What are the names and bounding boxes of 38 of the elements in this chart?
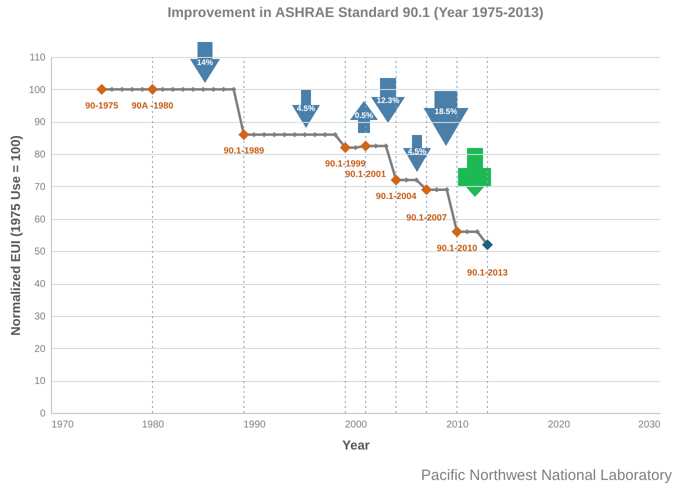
annotation: 90-1975: [85, 100, 118, 110]
y-tick-label: 30: [34, 311, 46, 322]
text: Pacific Northwest National Laboratory: [421, 467, 672, 483]
annotation: 90.1-2013: [467, 268, 508, 278]
y-tick-label: 80: [34, 150, 46, 161]
annotation: 18.5%: [434, 107, 458, 116]
y-tick-label: 0: [40, 408, 46, 420]
annotation: 12.3%: [376, 96, 400, 106]
x-tick-label: 1980: [142, 420, 165, 430]
annotation: 90A -1980: [132, 100, 174, 110]
y-tick-label: 60: [34, 214, 46, 226]
annotation: 90.1-1989: [224, 146, 264, 156]
y-tick-label: 110: [30, 52, 46, 64]
y-tick-label: 40: [34, 279, 46, 290]
y-tick-label: 100: [28, 84, 46, 96]
annotation: 90.1-1999: [325, 158, 366, 169]
annotation: 90.1-2001: [345, 169, 386, 179]
annotation: 4.5%: [408, 147, 426, 156]
annotation: 0.5%: [354, 111, 374, 120]
y-axis-title: Normalized EUI (1975 Use = 100): [8, 135, 23, 336]
annotation: 90.1-2007: [406, 212, 447, 223]
annotation: 4.5%: [296, 104, 316, 114]
x-axis-title: Year: [342, 438, 370, 452]
annotation: 90.1-2010: [436, 242, 478, 253]
y-tick-label: 90: [34, 117, 46, 128]
chart-title: Improvement in ASHRAE Standard 90.1 (Year 1975-2013): [167, 4, 544, 20]
y-tick-label: 10: [34, 376, 46, 388]
y-tick-label: 20: [34, 344, 46, 355]
y-tick-label: 50: [34, 246, 46, 258]
x-tick-label: 2030: [638, 420, 661, 430]
x-tick-label: 2010: [446, 420, 470, 430]
annotation: 14%: [196, 58, 214, 68]
annotation: 90.1-2004: [376, 190, 416, 201]
y-tick-label: 70: [34, 182, 46, 193]
x-tick-label: 2000: [344, 420, 368, 430]
x-tick-label: 1970: [52, 420, 74, 430]
x-tick-label: 2020: [548, 420, 571, 430]
x-tick-label: 1990: [243, 420, 266, 430]
